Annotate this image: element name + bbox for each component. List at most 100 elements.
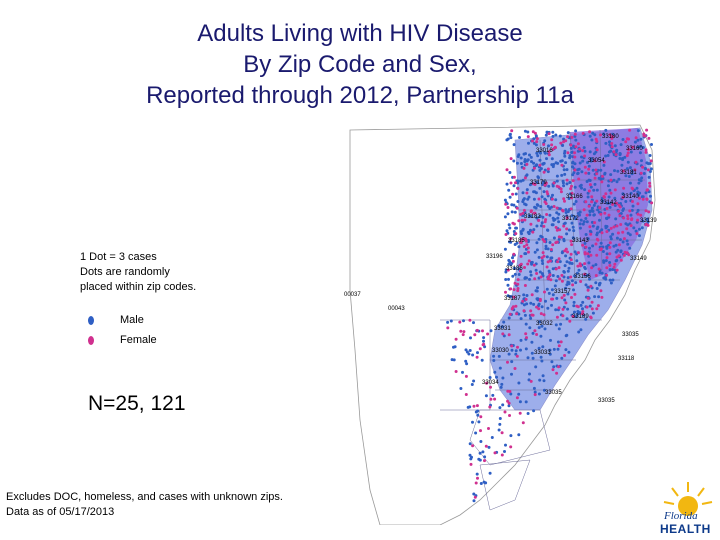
male-dot xyxy=(507,316,511,320)
male-dot xyxy=(586,237,590,241)
male-dot xyxy=(556,161,560,165)
male-dot xyxy=(479,440,483,443)
female-dot xyxy=(516,278,520,282)
male-dot xyxy=(534,365,538,369)
male-dot xyxy=(562,275,566,279)
male-dot xyxy=(547,184,551,188)
male-dot xyxy=(628,166,632,170)
male-dot xyxy=(468,442,472,446)
female-dot xyxy=(622,186,626,190)
female-dot xyxy=(618,214,622,218)
female-dot xyxy=(599,289,603,293)
female-dot xyxy=(581,243,585,247)
male-dot xyxy=(542,161,546,165)
female-dot xyxy=(533,277,537,281)
female-dot xyxy=(627,137,630,141)
male-dot xyxy=(572,304,576,308)
male-dot xyxy=(562,184,566,188)
male-dot xyxy=(574,315,578,319)
female-dot xyxy=(509,181,513,185)
female-dot xyxy=(558,228,562,232)
male-dot xyxy=(599,241,603,245)
male-dot xyxy=(503,450,506,453)
male-dot xyxy=(565,182,569,186)
female-dot xyxy=(587,167,591,171)
male-dot xyxy=(521,227,525,231)
female-dot xyxy=(621,169,625,173)
female-dot xyxy=(593,176,597,180)
female-dot xyxy=(570,135,574,139)
female-dot xyxy=(593,221,597,225)
male-dot xyxy=(604,154,608,158)
male-dot xyxy=(562,239,566,243)
female-dot xyxy=(648,181,652,185)
female-dot xyxy=(644,209,648,213)
female-dot xyxy=(565,178,569,182)
male-dot xyxy=(622,207,625,211)
male-dot xyxy=(616,248,620,252)
male-dot xyxy=(567,266,571,270)
male-dot xyxy=(608,268,612,272)
male-dot xyxy=(487,445,491,449)
female-dot xyxy=(550,138,554,142)
female-dot xyxy=(576,142,580,146)
female-dot xyxy=(626,217,630,221)
male-dot xyxy=(618,238,622,242)
zip-label: 33140 xyxy=(622,194,639,200)
female-dot xyxy=(594,168,598,172)
male-dot xyxy=(471,353,475,357)
title-line-1: Adults Living with HIV Disease xyxy=(197,20,523,47)
male-dot xyxy=(546,170,550,174)
male-dot xyxy=(638,151,642,155)
male-dot xyxy=(540,224,543,228)
male-dot xyxy=(591,168,595,172)
male-dot xyxy=(588,210,592,214)
female-dot xyxy=(539,312,543,316)
male-dot xyxy=(572,300,576,304)
female-dot xyxy=(560,279,564,283)
male-dot xyxy=(546,204,550,208)
male-dot xyxy=(544,247,548,251)
male-dot xyxy=(565,168,569,172)
male-dot xyxy=(506,212,510,216)
female-dot xyxy=(506,268,510,272)
male-dot xyxy=(587,261,591,265)
female-dot xyxy=(576,251,580,255)
female-dot xyxy=(565,216,569,220)
male-dot xyxy=(529,214,533,218)
female-dot-icon xyxy=(88,335,94,345)
male-dot xyxy=(604,259,608,263)
zip-label: 33034 xyxy=(482,380,499,386)
female-dot xyxy=(510,344,514,348)
zip-label: 33179 xyxy=(530,180,547,186)
male-dot xyxy=(544,133,548,137)
male-dot xyxy=(607,195,611,199)
male-dot xyxy=(513,272,517,276)
female-dot xyxy=(557,344,561,348)
male-dot xyxy=(551,193,554,197)
male-dot xyxy=(503,198,507,202)
male-dot xyxy=(498,422,502,426)
male-dot xyxy=(475,472,479,476)
male-dot xyxy=(556,340,560,344)
male-dot xyxy=(523,313,527,317)
female-dot xyxy=(627,253,631,257)
female-dot xyxy=(543,220,547,224)
male-dot xyxy=(501,403,505,407)
male-dot xyxy=(484,481,488,485)
male-dot xyxy=(511,256,514,260)
female-dot xyxy=(577,177,581,181)
female-dot xyxy=(559,187,563,191)
male-dot xyxy=(594,263,598,267)
male-dot xyxy=(530,340,534,344)
female-dot xyxy=(641,197,645,201)
female-dot xyxy=(522,208,526,212)
female-dot xyxy=(464,393,468,396)
male-dot xyxy=(554,279,558,283)
male-dot xyxy=(552,163,556,166)
male-dot xyxy=(501,376,505,380)
male-dot xyxy=(468,349,472,352)
zip-label: 33185 xyxy=(508,238,525,244)
female-dot xyxy=(515,206,519,210)
male-dot xyxy=(508,226,512,230)
